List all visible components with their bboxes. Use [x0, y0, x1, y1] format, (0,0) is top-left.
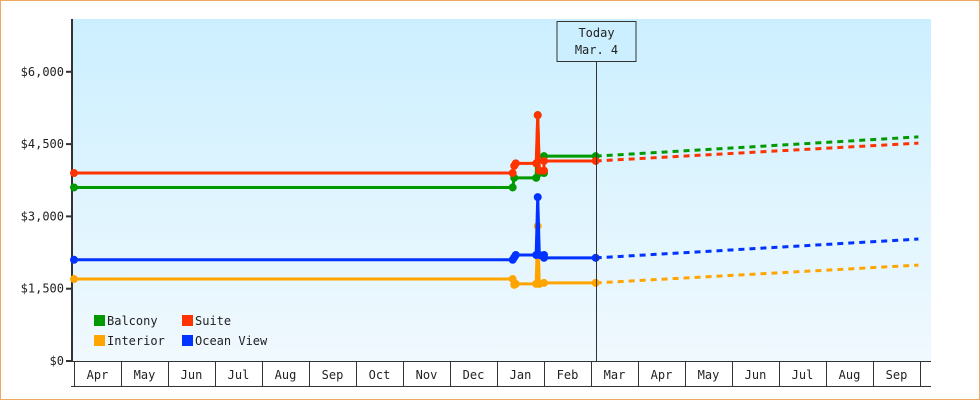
- x-tick-label: Jan: [510, 368, 532, 382]
- data-point[interactable]: [508, 169, 517, 178]
- legend: Balcony Suite Interior Ocean View: [94, 314, 268, 348]
- x-tick-label: Oct: [369, 368, 391, 382]
- today-box: [556, 21, 637, 62]
- data-point[interactable]: [70, 169, 78, 178]
- legend-swatch: [182, 315, 193, 326]
- today-marker: Today Mar. 4: [556, 21, 637, 361]
- x-axis: Apr May Jun Jul Aug Sep Oct Nov Dec Jan Feb Mar Apr M…: [71, 361, 931, 387]
- y-tick-label: $3,000: [21, 209, 64, 223]
- data-point[interactable]: [533, 111, 542, 120]
- data-point[interactable]: [591, 278, 600, 287]
- x-tick-label: Mar: [604, 368, 626, 382]
- legend-item: Balcony: [94, 314, 158, 328]
- data-point[interactable]: [533, 193, 542, 202]
- y-axis: $0 $1,500 $3,000 $4,500 $6,000: [21, 19, 73, 368]
- data-point[interactable]: [70, 183, 78, 192]
- legend-swatch: [94, 335, 105, 346]
- y-tick-label: $0: [50, 354, 64, 368]
- x-tick-label: Aug: [839, 368, 861, 382]
- today-label: Today: [578, 26, 614, 40]
- legend-swatch: [94, 315, 105, 326]
- x-tick-label: May: [134, 368, 156, 382]
- data-point[interactable]: [540, 278, 548, 287]
- legend-swatch: [182, 335, 193, 346]
- forecast-line: [595, 263, 919, 285]
- x-tick-label: Apr: [651, 368, 673, 382]
- forecast-line: [595, 135, 919, 158]
- x-tick-label: May: [698, 368, 720, 382]
- x-tick-label: Jul: [792, 368, 814, 382]
- y-tick-label: $4,500: [21, 137, 64, 151]
- y-tick-label: $6,000: [21, 65, 64, 79]
- data-point[interactable]: [540, 253, 548, 262]
- data-point[interactable]: [70, 255, 78, 264]
- x-tick-label: Dec: [463, 368, 485, 382]
- x-tick-label: Sep: [886, 368, 908, 382]
- data-point[interactable]: [591, 253, 600, 262]
- series-ocean-view: [70, 193, 919, 264]
- legend-label: Interior: [107, 334, 165, 348]
- legend-label: Balcony: [107, 314, 158, 328]
- x-tick-label: Jun: [745, 368, 767, 382]
- today-date: Mar. 4: [575, 43, 618, 57]
- data-point[interactable]: [532, 159, 541, 168]
- legend-label: Suite: [195, 314, 231, 328]
- legend-label: Ocean View: [195, 334, 268, 348]
- y-tick-label: $1,500: [21, 282, 64, 296]
- x-tick-label: Apr: [87, 368, 109, 382]
- forecast-line: [595, 141, 919, 163]
- x-tick-label: Jul: [228, 368, 250, 382]
- legend-item: Suite: [182, 314, 231, 328]
- x-tick-label: Sep: [322, 368, 344, 382]
- data-point[interactable]: [511, 279, 520, 288]
- data-point[interactable]: [70, 275, 78, 284]
- forecast-line: [595, 237, 919, 260]
- data-point[interactable]: [540, 156, 548, 165]
- series-layer: [70, 111, 919, 289]
- x-tick-label: Feb: [557, 368, 579, 382]
- legend-item: Ocean View: [182, 334, 268, 348]
- x-tick-label: Aug: [275, 368, 297, 382]
- data-point[interactable]: [508, 183, 517, 192]
- series-suite: [70, 111, 919, 178]
- x-tick-label: Jun: [181, 368, 203, 382]
- x-tick-label: Nov: [416, 368, 438, 382]
- plot-area: [72, 19, 931, 361]
- data-point[interactable]: [591, 156, 600, 165]
- data-point[interactable]: [540, 166, 548, 175]
- data-point[interactable]: [511, 159, 520, 168]
- legend-item: Interior: [94, 334, 165, 348]
- data-point[interactable]: [511, 250, 520, 259]
